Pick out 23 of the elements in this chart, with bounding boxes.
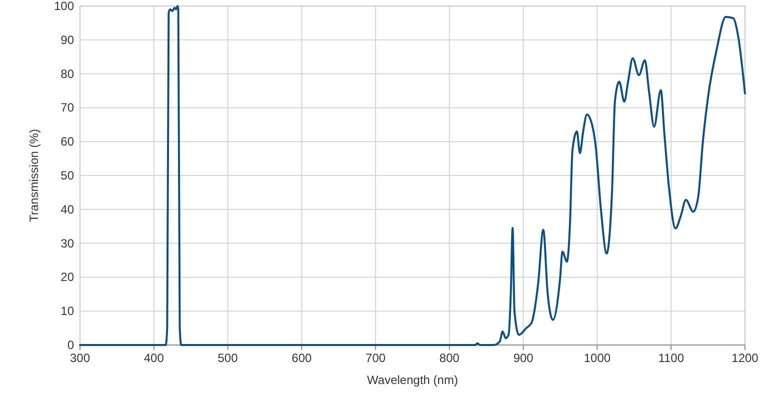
y-tick-label: 90 <box>60 32 74 47</box>
x-tick-label: 500 <box>218 351 238 365</box>
x-tick-label: 1200 <box>732 351 759 365</box>
y-tick-label: 30 <box>60 236 74 250</box>
y-tick-label: 20 <box>60 270 74 284</box>
y-tick-label: 60 <box>60 134 74 149</box>
x-tick-label: 300 <box>70 351 90 365</box>
x-tick-label: 1000 <box>584 351 611 365</box>
y-tick-label: 40 <box>60 202 74 216</box>
y-tick-label: 10 <box>60 304 74 318</box>
x-tick-label: 800 <box>439 351 460 365</box>
x-tick-label: 700 <box>366 351 386 365</box>
y-tick-label: 70 <box>60 100 74 115</box>
x-tick-label: 900 <box>513 351 534 365</box>
x-tick-label: 600 <box>292 351 312 365</box>
y-tick-label: 50 <box>60 168 74 182</box>
y-tick-label: 80 <box>60 66 74 81</box>
x-axis-title: Wavelength (nm) <box>367 373 458 387</box>
x-tick-label: 400 <box>144 351 164 365</box>
y-tick-label: 100 <box>54 0 74 13</box>
y-tick-label: 0 <box>67 338 74 352</box>
x-tick-label: 1100 <box>658 351 684 365</box>
y-axis-title: Transmission (%) <box>27 129 41 222</box>
